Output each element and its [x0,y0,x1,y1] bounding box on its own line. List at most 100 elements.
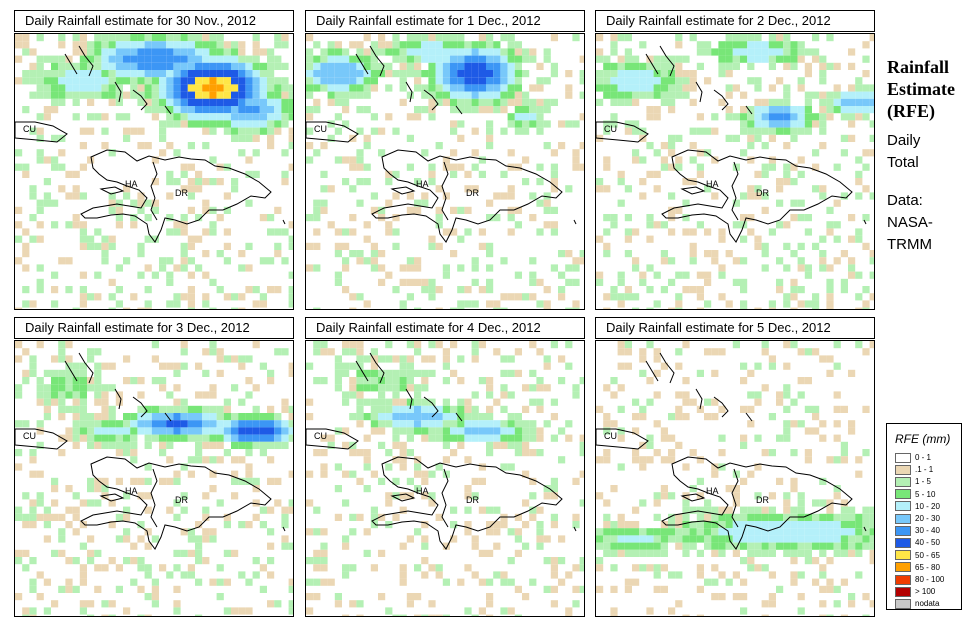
rainfall-map: CU HA DR [595,340,875,617]
rainfall-cell [252,127,260,135]
rainfall-cell [151,427,159,435]
rainfall-cell [596,271,604,279]
rainfall-cell [159,477,167,485]
rainfall-cell [306,48,314,56]
rainfall-cell [187,142,195,150]
rainfall-cell [826,300,834,308]
rainfall-cell [101,70,109,78]
rainfall-cell [406,48,414,56]
rainfall-cell [151,585,159,593]
rainfall-cell [58,341,66,349]
rainfall-cell [855,156,863,164]
rainfall-cell [529,434,537,442]
rainfall-cell [159,48,167,56]
coastline [659,45,675,77]
rainfall-cell [356,48,364,56]
rainfall-cell [36,156,44,164]
rainfall-cell [363,413,371,421]
rainfall-cell [216,62,224,70]
rainfall-cell [768,34,776,42]
rainfall-cell [51,62,59,70]
rainfall-cell [603,77,611,85]
rainfall-cell [334,369,342,377]
rainfall-cell [457,34,465,42]
rainfall-cell [267,48,275,56]
rainfall-cell [718,48,726,56]
rainfall-cell [151,62,159,70]
coastline [645,360,659,382]
rainfall-cell [274,55,282,63]
rainfall-cell [151,206,159,214]
rainfall-cell [123,355,131,363]
rainfall-cell [231,427,239,435]
rainfall-cell [421,377,429,385]
rainfall-cell [711,463,719,471]
rainfall-cell [639,70,647,78]
rainfall-cell [675,77,683,85]
rainfall-cell [195,55,203,63]
rainfall-cell [414,413,422,421]
rainfall-cell [617,278,625,286]
rainfall-cell [790,41,798,49]
rainfall-cell [675,41,683,49]
rainfall-cell [87,48,95,56]
coastline [164,105,172,115]
rainfall-cell [632,542,640,550]
rainfall-cell [624,48,632,56]
rainfall-cell [565,185,573,193]
rainfall-cell [180,228,188,236]
rainfall-cell [428,600,436,608]
rainfall-cell [550,600,558,608]
rainfall-cell [72,528,80,536]
rainfall-cell [797,492,805,500]
rainfall-cell [797,535,805,543]
rainfall-cell [783,106,791,114]
rainfall-cell [833,513,841,521]
rainfall-cell [660,257,668,265]
rainfall-cell [457,427,465,435]
rainfall-cell [862,405,870,413]
rainfall-cell [740,113,748,121]
coastline [15,428,68,450]
rainfall-cell [363,163,371,171]
rainfall-cell [486,41,494,49]
rainfall-cell [790,398,798,406]
rainfall-cell [231,98,239,106]
rainfall-cell [58,405,66,413]
rainfall-cell [840,192,848,200]
rainfall-cell [610,91,618,99]
rainfall-cell [274,77,282,85]
rainfall-cell [209,278,217,286]
rainfall-cell [223,55,231,63]
rainfall-cell [478,413,486,421]
rainfall-cell [804,521,812,529]
rainfall-cell [101,142,109,150]
rainfall-cell [471,278,479,286]
rainfall-cell [768,84,776,92]
rainfall-cell [245,170,253,178]
rainfall-cell [370,420,378,428]
rainfall-cell [646,542,654,550]
rainfall-cell [87,557,95,565]
rainfall-cell [797,120,805,128]
legend-label: 5 - 10 [915,489,936,499]
rainfall-cell [711,593,719,601]
rainfall-cell [675,62,683,70]
country-label-dominican_republic: DR [175,495,188,505]
rainfall-cell [306,70,314,78]
rainfall-cell [543,362,551,370]
rainfall-cell [696,535,704,543]
rainfall-cell [370,362,378,370]
legend-label: 20 - 30 [915,514,940,523]
country-label-haiti: HA [125,179,138,189]
rainfall-cell [195,170,203,178]
rainfall-cell [450,48,458,56]
rainfall-cell [180,413,188,421]
rainfall-cell [747,470,755,478]
rainfall-cell [464,228,472,236]
rainfall-cell [689,485,697,493]
rainfall-cell [43,384,51,392]
rainfall-cell [819,614,827,616]
rainfall-cell [342,470,350,478]
rainfall-cell [668,55,676,63]
